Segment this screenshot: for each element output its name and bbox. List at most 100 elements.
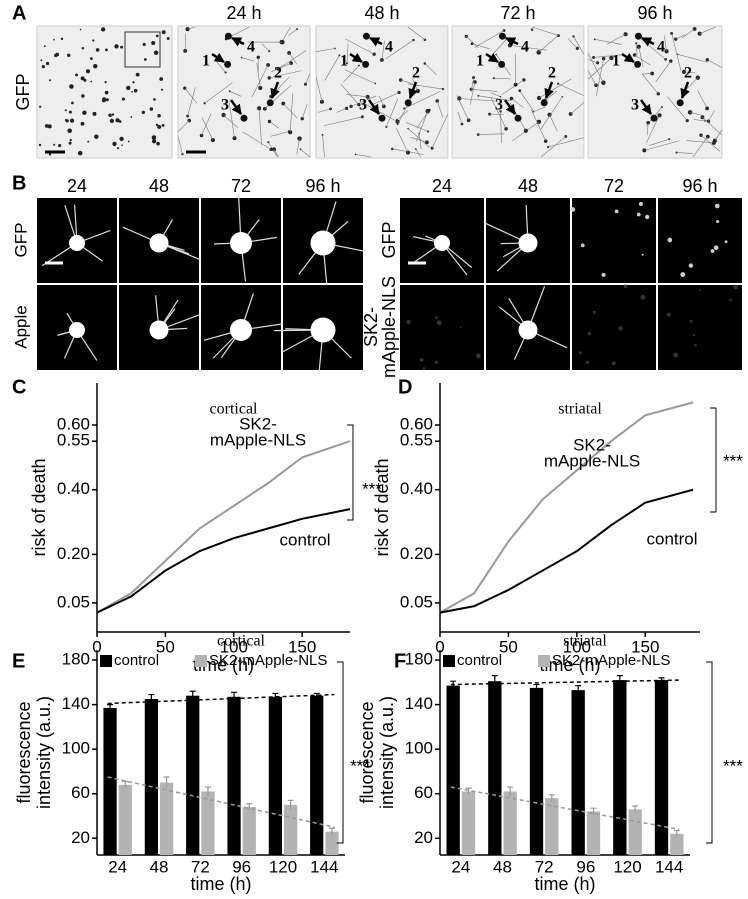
significance-bracket — [710, 408, 716, 512]
panel-label: A — [12, 2, 26, 24]
chart-title: cortical — [217, 633, 266, 650]
y-tick-label: 0.40 — [400, 479, 433, 498]
y-tick-label: 0.60 — [400, 415, 433, 434]
neuron-sketch — [110, 119, 114, 123]
debris-sketch — [615, 209, 619, 213]
y-tick-label: 180 — [405, 650, 433, 669]
debris-sketch — [729, 299, 732, 302]
trend-line — [451, 787, 679, 829]
y-tick-label: 0.05 — [57, 592, 90, 611]
row-label: SK2- — [361, 307, 381, 347]
soma-sketch — [434, 235, 450, 251]
chart-title: striatal — [563, 633, 607, 650]
y-tick-label: 0.55 — [57, 431, 90, 450]
neuron-sketch — [105, 81, 107, 83]
bar — [103, 708, 116, 855]
significance-bracket — [347, 425, 353, 520]
neuron-cell — [541, 99, 548, 106]
legend-label: SK2-mApple-NLS — [552, 652, 670, 669]
neuron-sketch — [96, 48, 100, 52]
neuron-sketch — [134, 89, 138, 93]
time-label: 24 — [432, 176, 452, 196]
neuron-cell — [499, 33, 506, 40]
neuron-sketch — [65, 119, 67, 121]
neuron-sketch — [75, 73, 78, 76]
y-tick-label: 140 — [62, 694, 90, 713]
neuron-sketch — [80, 29, 82, 31]
cell-number: 1 — [340, 53, 348, 70]
neuron-sketch — [67, 129, 72, 134]
soma-sketch — [230, 232, 252, 254]
legend-swatch — [195, 655, 207, 667]
bar — [310, 696, 323, 855]
neuron-sketch — [69, 111, 72, 114]
row-label: Apple — [11, 305, 30, 348]
y-axis-title: risk of death — [29, 458, 49, 556]
y-axis-title: intensity (a.u.) — [377, 696, 397, 809]
neuron-cell — [651, 115, 658, 122]
cell-number: 1 — [202, 53, 210, 70]
neuron-sketch — [53, 39, 55, 41]
panel-label: C — [12, 376, 26, 398]
neuron-sketch — [101, 27, 105, 31]
bar — [227, 697, 240, 855]
neuron-sketch — [130, 116, 132, 118]
debris-sketch — [579, 351, 582, 354]
neuron-cell — [225, 33, 232, 40]
debris-sketch — [641, 295, 646, 300]
neuron-cell — [405, 99, 412, 106]
debris-sketch — [673, 353, 678, 358]
debris-sketch — [460, 326, 462, 328]
annotation: control — [646, 529, 697, 548]
cell-number: 3 — [631, 97, 639, 114]
debris-sketch — [689, 263, 693, 267]
neuron-sketch — [40, 59, 42, 61]
series-line — [97, 509, 350, 612]
neuron-sketch — [154, 50, 159, 55]
neuron-sketch — [144, 58, 147, 61]
trend-line — [108, 695, 335, 704]
micrograph — [658, 285, 742, 370]
y-tick-label: 20 — [414, 828, 433, 847]
neuron-sketch — [81, 122, 85, 126]
bar — [504, 791, 517, 855]
soma-sketch — [69, 322, 85, 338]
debris-sketch — [586, 361, 589, 364]
neuron-sketch — [87, 141, 89, 143]
neuron-cell — [363, 33, 370, 40]
neuron-sketch — [156, 35, 159, 38]
cell-number: 2 — [274, 65, 282, 82]
neuron-sketch — [108, 113, 112, 117]
debris-sketch — [714, 245, 719, 250]
debris-sketch — [639, 202, 643, 206]
neuron-sketch — [126, 86, 130, 90]
legend-swatch — [538, 655, 550, 667]
bar — [613, 680, 626, 855]
bar — [530, 688, 543, 855]
neuron-sketch — [157, 114, 161, 118]
neuron-cell — [634, 61, 641, 68]
x-tick-label: 48 — [150, 857, 169, 876]
neuron-sketch — [112, 142, 116, 146]
y-tick-label: 0.20 — [57, 544, 90, 563]
cell-number: 4 — [247, 39, 255, 56]
legend-label: control — [457, 652, 502, 669]
neuron-sketch — [115, 118, 119, 122]
legend-swatch — [100, 655, 112, 667]
neuron-sketch — [120, 46, 123, 49]
soma-sketch — [69, 235, 85, 251]
debris-sketch — [668, 238, 673, 243]
debris-sketch — [733, 285, 738, 290]
x-tick-label: 144 — [655, 857, 683, 876]
neuron-sketch — [106, 98, 109, 101]
neuron-sketch — [83, 79, 86, 82]
neuron-sketch — [78, 151, 83, 156]
neuron-cell — [498, 61, 505, 68]
neuron-sketch — [71, 102, 74, 105]
neuron-sketch — [81, 94, 84, 97]
bar — [488, 681, 501, 855]
neuron-sketch — [49, 153, 51, 155]
time-label: 24 h — [226, 3, 261, 23]
